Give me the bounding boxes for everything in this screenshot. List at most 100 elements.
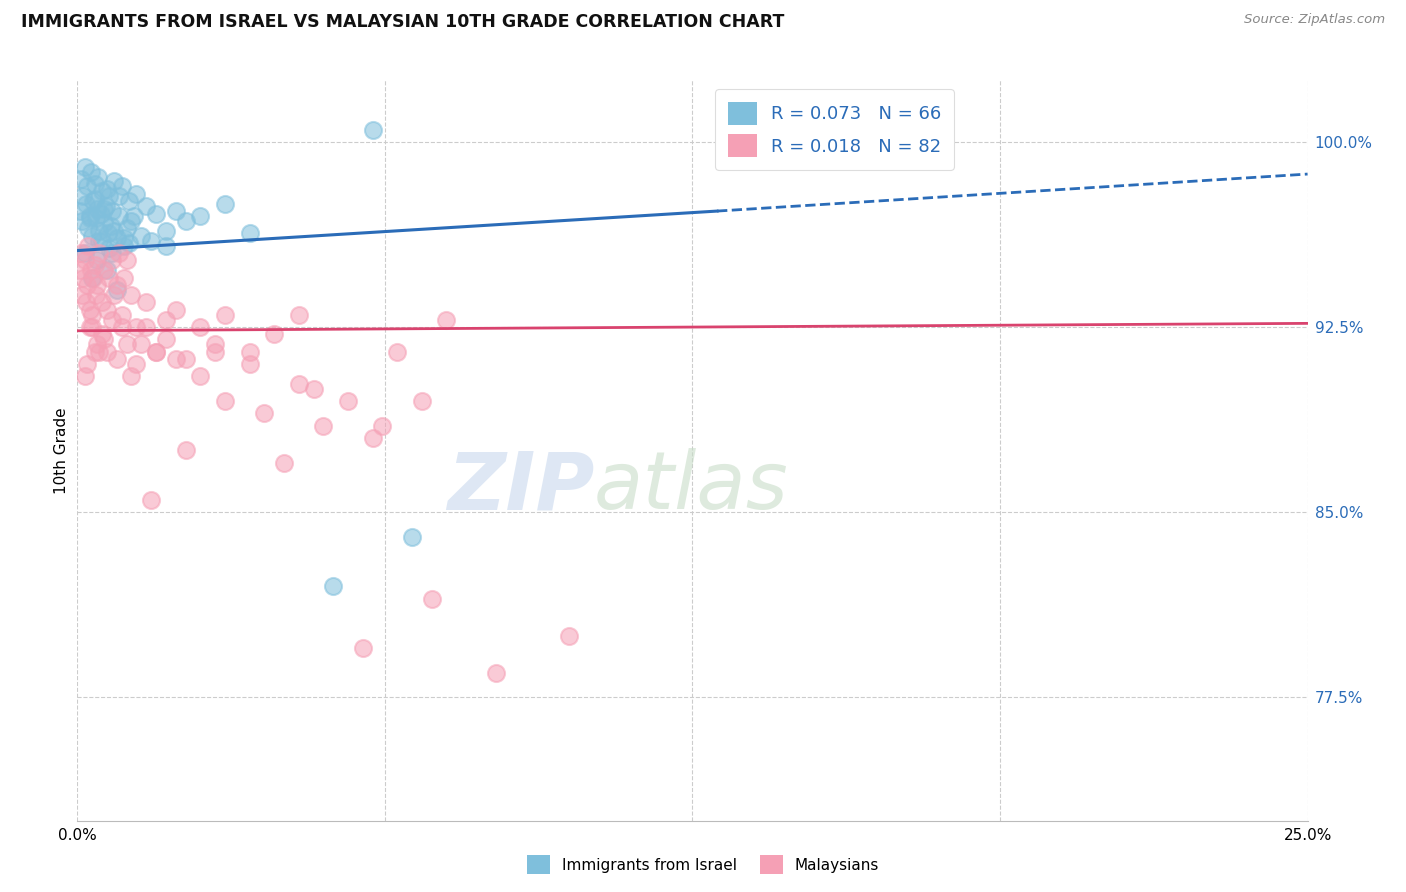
Point (108, 189, 131, 203)
Point (108, 246, 131, 260)
Point (89, 344, 111, 359)
Point (174, 443, 197, 458)
Point (253, 407, 276, 421)
Point (121, 214, 143, 228)
Point (121, 288, 143, 302)
Point (411, 394, 433, 409)
Point (70, 288, 93, 302)
Point (93, 263, 115, 277)
Point (96, 182, 118, 196)
Point (79, 209, 101, 223)
Point (86, 278, 108, 293)
Point (558, 629, 581, 643)
Text: atlas: atlas (595, 449, 789, 526)
Point (131, 337, 153, 351)
Point (155, 333, 177, 347)
Point (97, 227, 120, 241)
Point (96, 344, 118, 359)
Point (112, 238, 135, 252)
Point (83, 259, 105, 273)
Point (73, 253, 96, 268)
Point (174, 352, 197, 367)
Point (115, 337, 138, 351)
Point (75, 295, 97, 310)
Point (101, 204, 124, 219)
Point (108, 209, 131, 223)
Point (98, 189, 121, 203)
Point (214, 196, 236, 211)
Point (190, 209, 212, 223)
Point (98, 270, 121, 285)
Point (145, 344, 167, 359)
Point (145, 206, 167, 220)
Point (83, 344, 105, 359)
Point (101, 246, 124, 260)
Y-axis label: 10th Grade: 10th Grade (53, 407, 69, 494)
Point (98, 241, 121, 255)
Point (204, 337, 226, 351)
Legend: Immigrants from Israel, Malaysians: Immigrants from Israel, Malaysians (520, 849, 886, 880)
Point (115, 253, 138, 268)
Point (79, 211, 101, 226)
Point (436, 312, 458, 326)
Point (239, 227, 262, 241)
Legend: R = 0.073   N = 66, R = 0.018   N = 82: R = 0.073 N = 66, R = 0.018 N = 82 (716, 89, 955, 170)
Point (401, 530, 423, 544)
Point (89, 234, 111, 248)
Point (70, 246, 93, 260)
Point (122, 209, 145, 223)
Point (87, 169, 110, 184)
Point (84, 288, 107, 302)
Point (83, 192, 105, 206)
Point (105, 278, 128, 293)
Point (75, 196, 97, 211)
Point (263, 327, 285, 342)
Point (103, 174, 125, 188)
Point (371, 418, 394, 433)
Point (135, 199, 157, 213)
Point (89, 224, 111, 238)
Point (96, 302, 118, 317)
Point (103, 224, 125, 238)
Point (77, 221, 100, 235)
Point (145, 344, 167, 359)
Point (73, 369, 96, 384)
Point (69, 263, 91, 277)
Point (273, 456, 295, 470)
Point (86, 337, 108, 351)
Point (155, 238, 177, 252)
Point (93, 202, 115, 216)
Point (90, 185, 114, 199)
Point (111, 179, 134, 194)
Point (89, 246, 111, 260)
Point (72, 189, 94, 203)
Point (84, 211, 107, 226)
Point (77, 238, 100, 252)
Point (118, 194, 141, 209)
Point (239, 344, 262, 359)
Point (76, 179, 98, 194)
Point (214, 308, 236, 322)
Point (100, 219, 122, 233)
Point (387, 344, 409, 359)
Point (105, 352, 128, 367)
Point (105, 231, 128, 245)
Point (125, 357, 148, 371)
Point (112, 270, 135, 285)
Point (96, 263, 118, 277)
Point (86, 202, 108, 216)
Point (73, 160, 96, 174)
Point (79, 320, 101, 334)
Point (111, 320, 134, 334)
Point (361, 431, 384, 445)
Point (420, 591, 443, 606)
Point (288, 308, 311, 322)
Point (79, 302, 101, 317)
Point (93, 216, 115, 230)
Point (93, 333, 115, 347)
Point (80, 263, 103, 277)
Point (204, 344, 226, 359)
Point (131, 228, 153, 243)
Point (82, 228, 104, 243)
Point (135, 295, 157, 310)
